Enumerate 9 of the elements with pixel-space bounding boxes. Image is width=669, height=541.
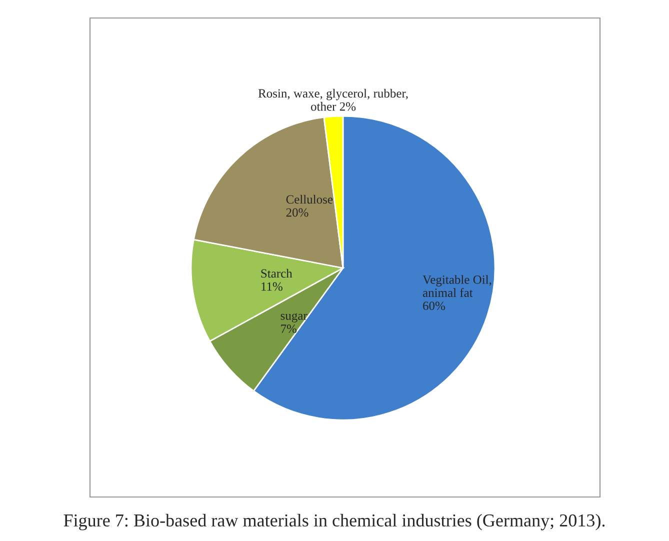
slice-label: Cellulose (286, 194, 333, 204)
slice-label: Rosin, waxe, glycerol, rubber, other 2% (258, 88, 408, 111)
text: Figure 7: Bio-based raw materials in chemical industries (Germany; 2013). (64, 514, 605, 530)
slice-label: Starch (261, 268, 292, 278)
data-label: 60% (423, 302, 445, 310)
data-label: 7% (281, 324, 297, 333)
data-label: 11% (262, 282, 282, 291)
data-label: 20% (286, 208, 308, 217)
slice-label: Vegitable Oil, animal fat (422, 275, 492, 297)
